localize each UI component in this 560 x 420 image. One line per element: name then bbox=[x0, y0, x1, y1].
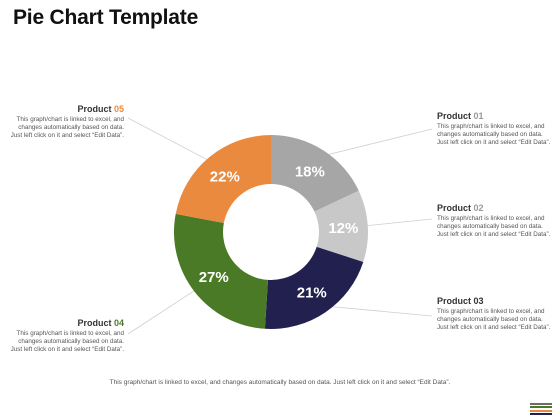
product-01-label: Product bbox=[437, 111, 472, 121]
connector-line bbox=[320, 305, 433, 317]
product-03-label: Product bbox=[437, 296, 472, 306]
product-02-number: 02 bbox=[473, 203, 484, 213]
product-05-label: Product bbox=[77, 104, 112, 114]
slice-product-04 bbox=[174, 213, 268, 329]
product-03-description: This graph/chart is linked to excel, and… bbox=[437, 308, 551, 332]
donut-slices bbox=[174, 135, 368, 329]
product-05-description: This graph/chart is linked to excel, and… bbox=[10, 116, 124, 140]
slice-label: 18% bbox=[295, 163, 325, 180]
slice-product-05 bbox=[175, 135, 271, 224]
product-04-description: This graph/chart is linked to excel, and… bbox=[10, 330, 124, 354]
product-05-title: Product 05 bbox=[6, 104, 124, 114]
connector-line bbox=[127, 117, 215, 164]
connector-lines bbox=[127, 117, 433, 335]
product-03-block: Product 03 This graph/chart is linked to… bbox=[437, 296, 555, 333]
connector-line bbox=[127, 286, 201, 335]
product-01-title: Product 01 bbox=[437, 111, 555, 121]
product-04-label: Product bbox=[77, 318, 112, 328]
slice-product-02 bbox=[314, 190, 368, 262]
product-04-title: Product 04 bbox=[6, 318, 124, 328]
deco-stripe bbox=[530, 409, 552, 412]
slice-product-03 bbox=[264, 246, 364, 329]
slice-label: 21% bbox=[297, 284, 327, 301]
product-05-number: 05 bbox=[113, 104, 124, 114]
connector-line bbox=[359, 218, 433, 227]
deco-stripe bbox=[530, 402, 552, 405]
product-01-block: Product 01 This graph/chart is linked to… bbox=[437, 111, 555, 148]
deco-stripe bbox=[530, 413, 552, 415]
product-05-block: Product 05 This graph/chart is linked to… bbox=[6, 104, 124, 141]
product-02-description: This graph/chart is linked to excel, and… bbox=[437, 215, 551, 239]
slice-label: 22% bbox=[210, 169, 240, 186]
product-02-label: Product bbox=[437, 203, 472, 213]
product-03-number: 03 bbox=[473, 296, 484, 306]
decorative-stripes bbox=[530, 401, 552, 415]
product-04-block: Product 04 This graph/chart is linked to… bbox=[6, 318, 124, 355]
slice-product-01 bbox=[271, 135, 359, 212]
connector-line bbox=[318, 128, 433, 158]
slice-label: 27% bbox=[199, 269, 229, 286]
page-title: Pie Chart Template bbox=[13, 6, 199, 29]
product-03-title: Product 03 bbox=[437, 296, 555, 306]
footer-note: This graph/chart is linked to excel, and… bbox=[109, 379, 451, 386]
deco-stripe bbox=[530, 406, 552, 408]
product-01-description: This graph/chart is linked to excel, and… bbox=[437, 123, 551, 147]
product-04-number: 04 bbox=[113, 318, 124, 328]
slice-labels: 18% 12% 21% 27% 22% bbox=[199, 163, 359, 301]
product-01-number: 01 bbox=[473, 111, 484, 121]
product-02-block: Product 02 This graph/chart is linked to… bbox=[437, 203, 555, 240]
slice-label: 12% bbox=[328, 220, 358, 237]
product-02-title: Product 02 bbox=[437, 203, 555, 213]
